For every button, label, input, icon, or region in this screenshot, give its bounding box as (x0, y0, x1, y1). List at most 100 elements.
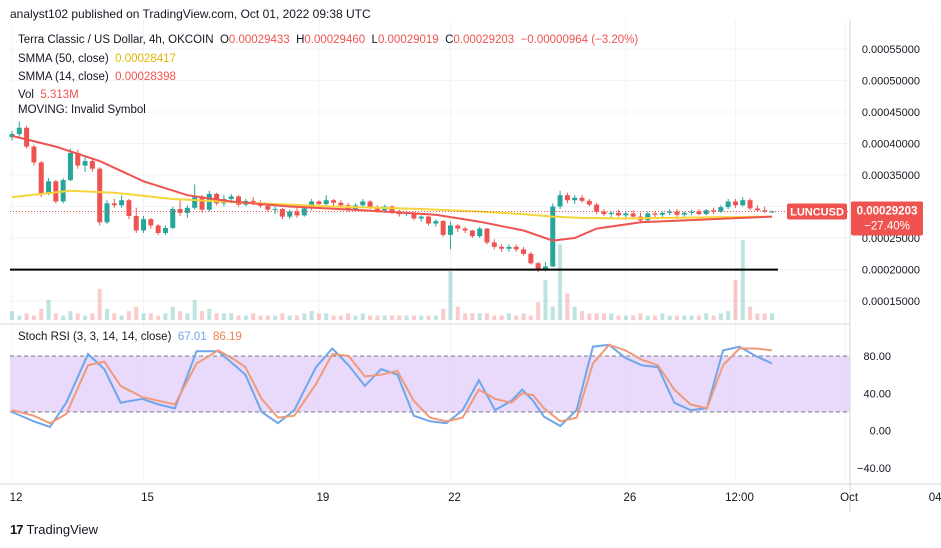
volume-bar (243, 315, 248, 320)
candle (491, 239, 497, 250)
candle (506, 244, 512, 252)
volume-bar (492, 315, 497, 320)
open-label: O (219, 34, 229, 46)
volume-bar (156, 315, 161, 320)
time-tick-label: Oct (840, 492, 859, 504)
volume-bar (229, 313, 234, 320)
volume-bar (192, 300, 197, 320)
volume-bar (397, 315, 402, 320)
volume-bar (39, 308, 44, 320)
volume-legend[interactable]: Vol 5.313M (18, 89, 79, 101)
volume-bar (134, 306, 139, 320)
sma50-legend[interactable]: SMMA (50, close) 0.00028417 (18, 53, 176, 65)
candle (31, 144, 37, 166)
candle (718, 205, 724, 213)
volume-bar (660, 313, 665, 320)
volume-bar (433, 315, 438, 320)
volume-bar (755, 313, 760, 320)
candle (521, 246, 527, 256)
price-tick-label: 0.00045000 (862, 107, 920, 119)
volume-bar (521, 313, 526, 320)
candle (689, 209, 695, 216)
volume-bar (499, 315, 504, 320)
volume-bar (360, 313, 365, 320)
volume-bar (572, 306, 577, 320)
stoch-k-line (11, 343, 773, 429)
sma14-legend[interactable]: SMMA (14, close) 0.00028398 (18, 71, 176, 83)
volume-bar (214, 313, 219, 320)
stoch-legend[interactable]: Stoch RSI (3, 3, 14, 14, close) 67.01 86… (18, 331, 242, 343)
volume-bar (163, 313, 168, 320)
candle (703, 209, 709, 216)
stoch-axis[interactable]: 80.00 40.00 0.00 −40.00 (857, 351, 891, 475)
volume-bar (740, 240, 745, 320)
volume-bar (375, 315, 380, 320)
volume-bar (185, 313, 190, 320)
symbol-title[interactable]: Terra Classic / US Dollar, 4h, OKCOIN (18, 34, 214, 46)
candle (623, 211, 629, 218)
candle (667, 209, 673, 216)
candle (360, 198, 366, 208)
price-badge-bg (851, 201, 923, 236)
volume-bar (324, 313, 329, 320)
candle (119, 195, 125, 208)
volume-bar (141, 313, 146, 320)
time-tick-label: 12:00 (725, 492, 754, 504)
candle (616, 209, 622, 217)
volume-bar (273, 315, 278, 320)
candle (732, 198, 738, 208)
sma50-value: 0.00028417 (115, 53, 176, 65)
volume-bar (112, 313, 117, 320)
candle (645, 211, 651, 222)
candle (426, 215, 432, 226)
price-tick-label: 0.00035000 (862, 170, 920, 182)
volume-bar (178, 311, 183, 320)
volume-bar (616, 315, 621, 320)
volume-bar (382, 315, 387, 320)
price-badge-pct: −27.40% (864, 221, 910, 233)
volume-bar (514, 315, 519, 320)
candle (279, 207, 285, 220)
candle (16, 121, 22, 138)
price-tick-label: 0.00040000 (862, 138, 920, 150)
volume-bar (580, 311, 584, 320)
volume-bar (550, 306, 555, 320)
candle (82, 157, 88, 172)
candle (272, 206, 278, 215)
candle (528, 251, 534, 265)
volume-bar (528, 315, 533, 320)
volume-bar (200, 311, 204, 320)
volume-bar (353, 315, 358, 320)
volume-bar (258, 315, 263, 320)
sma14-line (11, 134, 773, 242)
volume-bar (119, 315, 124, 320)
tradingview-logo-icon: 17 (10, 522, 24, 537)
high-label: H (296, 34, 305, 46)
moving-legend[interactable]: MOVING: Invalid Symbol (18, 104, 146, 116)
candle (550, 203, 556, 268)
time-axis[interactable]: 12 15 19 22 26 12:00 Oct 04: (10, 492, 941, 504)
volume-bar (623, 315, 628, 320)
candle (38, 161, 44, 198)
price-axis[interactable]: 0.00055000 0.00050000 0.00045000 0.00040000… (862, 44, 920, 308)
candle (535, 262, 541, 273)
time-tick-label: 22 (448, 492, 461, 504)
volume-bar (704, 313, 709, 320)
volume-bar (97, 288, 102, 320)
volume-bar (718, 313, 723, 320)
volume-bar (75, 313, 80, 320)
volume-bar (762, 313, 767, 320)
footer-brand[interactable]: 17 TradingView (10, 522, 98, 537)
volume-bar (726, 311, 731, 320)
candle (155, 224, 161, 235)
candle (469, 229, 475, 239)
volume-bar (601, 313, 606, 320)
candle (586, 198, 592, 207)
candle (579, 195, 585, 203)
sma14-value: 0.00028398 (115, 71, 176, 83)
candle (725, 198, 731, 210)
candle (162, 225, 168, 235)
volume-bar (207, 308, 212, 320)
volume-bar (68, 311, 73, 320)
